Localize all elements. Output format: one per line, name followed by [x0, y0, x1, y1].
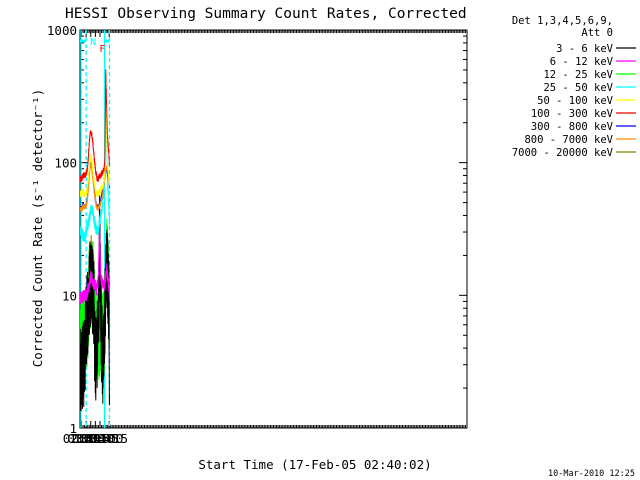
y-tick-label: 10 — [62, 288, 77, 303]
x-tick-label: 03:45 — [81, 431, 119, 446]
series-line-1 — [80, 225, 110, 305]
x-axis-label: Start Time (17-Feb-05 02:40:02) — [198, 457, 431, 472]
y-axis-label: Corrected Count Rate (s⁻¹ detector⁻¹) — [30, 89, 45, 367]
footer-date: 10-Mar-2010 12:25 — [548, 469, 635, 479]
series-line-4 — [80, 108, 110, 198]
x-tick-label: 03:00 — [67, 431, 105, 446]
y-tick-label: 1 — [69, 421, 77, 436]
legend-header: Att 0 — [581, 27, 613, 39]
legend-label: 3 - 6 keV — [556, 43, 614, 55]
x-tick-label: 04:00 — [86, 431, 124, 446]
legend-label: 50 - 100 keV — [537, 95, 614, 107]
x-tick-label: 03:30 — [77, 431, 115, 446]
legend-label: 100 - 300 keV — [531, 108, 614, 120]
y-tick-label: 100 — [54, 156, 77, 171]
night-flag-label: N — [90, 37, 96, 48]
legend-label: 300 - 800 keV — [531, 121, 614, 133]
x-tick-label: 03:15 — [72, 431, 110, 446]
legend-label: 25 - 50 keV — [543, 82, 613, 94]
x-tick-label: 02:45 — [63, 431, 101, 446]
legend-label: 12 - 25 keV — [543, 69, 613, 81]
series-line-5 — [80, 69, 110, 183]
y-tick-label: 1000 — [47, 23, 77, 38]
legend-label: 6 - 12 keV — [550, 56, 614, 68]
legend-header: Det 1,3,4,5,6,9, — [512, 15, 613, 27]
x-tick-label: 04:15 — [90, 431, 128, 446]
flare-flag-label: F — [99, 44, 105, 55]
legend-label: 7000 - 20000 keV — [512, 147, 614, 159]
series-line-0 — [80, 195, 110, 412]
chart-title: HESSI Observing Summary Count Rates, Cor… — [65, 6, 467, 22]
legend-label: 800 - 7000 keV — [524, 134, 613, 146]
